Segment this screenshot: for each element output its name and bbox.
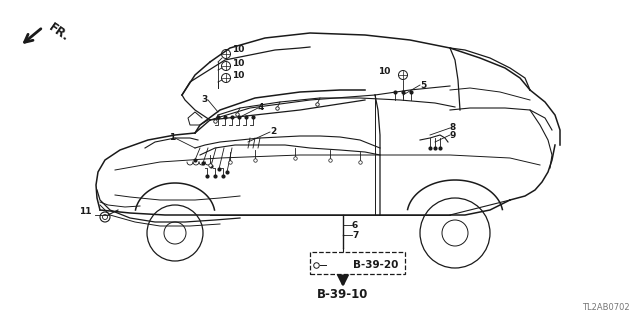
Text: 4: 4 — [258, 103, 264, 113]
Text: 8: 8 — [450, 124, 456, 132]
Text: TL2AB0702: TL2AB0702 — [582, 303, 630, 312]
Text: 5: 5 — [420, 81, 426, 90]
Text: 1: 1 — [169, 133, 175, 142]
Text: 10: 10 — [232, 45, 244, 54]
Text: B-39-10: B-39-10 — [317, 289, 369, 301]
Text: 2: 2 — [270, 127, 276, 137]
Text: FR.: FR. — [46, 20, 72, 44]
Text: B-39-20: B-39-20 — [353, 260, 398, 270]
Text: 3: 3 — [202, 95, 208, 105]
Text: 7: 7 — [352, 230, 358, 239]
Text: 6: 6 — [352, 220, 358, 229]
Text: 10: 10 — [378, 68, 390, 76]
Text: 10: 10 — [232, 71, 244, 81]
Text: 11: 11 — [79, 207, 92, 217]
Text: 10: 10 — [232, 59, 244, 68]
Text: 9: 9 — [450, 131, 456, 140]
FancyBboxPatch shape — [310, 252, 405, 274]
